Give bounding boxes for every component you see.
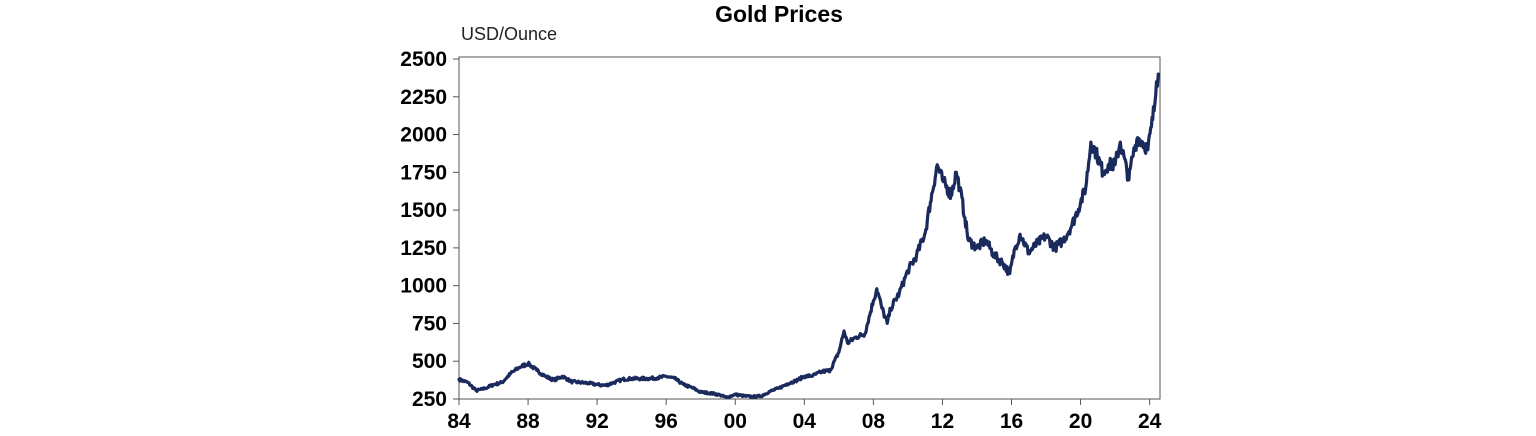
x-tick-label: 16 [1000,410,1023,433]
x-axis: 84 88 92 96 00 04 08 12 16 20 24 [447,399,1162,433]
gold-price-line [457,72,1160,400]
y-tick-label: 250 [412,388,447,411]
x-tick-label: 08 [862,410,886,433]
y-tick-label: 2250 [400,86,447,109]
y-tick-label: 1500 [400,199,447,222]
x-tick-label: 12 [931,410,954,433]
y-tick-label: 1250 [400,237,447,260]
y-tick-label: 2000 [400,124,447,147]
plot-area-frame [458,56,1161,400]
y-axis: 250 500 750 1000 1250 1500 1750 2000 2250 2500 [400,48,459,411]
x-tick-label: 04 [793,410,817,433]
x-tick-label: 92 [585,410,608,433]
y-axis-unit-label: USD/Ounce [461,24,557,44]
x-tick-label: 24 [1138,410,1162,433]
y-tick-label: 750 [412,312,447,335]
y-tick-label: 2500 [400,48,447,71]
x-tick-label: 84 [447,410,471,433]
x-tick-label: 96 [655,410,678,433]
y-tick-label: 1750 [400,161,447,184]
chart-title: Gold Prices [715,1,843,27]
y-tick-label: 1000 [400,275,447,298]
x-tick-label: 88 [516,410,540,433]
y-tick-label: 500 [412,350,447,373]
x-tick-label: 00 [724,410,747,433]
x-tick-label: 20 [1069,410,1092,433]
